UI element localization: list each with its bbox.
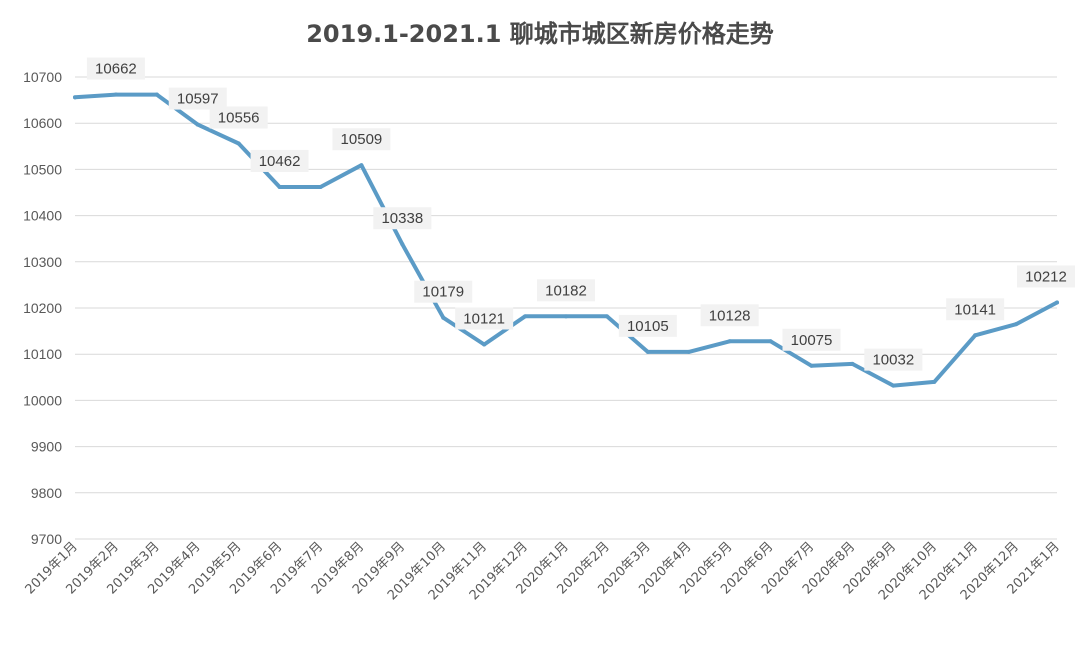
data-point	[932, 379, 937, 384]
data-label: 10075	[791, 332, 833, 349]
data-label-bg	[414, 280, 473, 303]
data-point	[768, 339, 773, 344]
data-label-bg	[782, 328, 841, 351]
data-label-bg	[373, 207, 432, 230]
data-point	[359, 163, 364, 168]
y-tick-label: 9700	[31, 531, 62, 547]
data-point	[523, 314, 528, 319]
data-point	[645, 349, 650, 354]
data-point	[154, 92, 159, 97]
data-label-bg	[168, 87, 227, 110]
y-tick-label: 10700	[23, 69, 62, 85]
y-tick-label: 10000	[23, 392, 62, 408]
data-label-bg	[209, 106, 268, 129]
y-tick-label: 10600	[23, 115, 62, 131]
data-label-bg	[537, 279, 595, 302]
data-label: 10462	[259, 153, 301, 170]
data-label-bg	[1017, 265, 1075, 288]
y-tick-label: 9800	[31, 485, 62, 501]
y-tick-label: 9900	[31, 439, 62, 455]
y-tick-label: 10400	[23, 208, 62, 224]
data-point	[1055, 300, 1059, 305]
data-point	[73, 95, 77, 100]
y-tick-label: 10200	[23, 300, 62, 316]
data-point	[482, 342, 487, 347]
data-label-bg	[864, 348, 923, 371]
data-label-bg	[455, 307, 514, 330]
y-tick-label: 10500	[23, 161, 62, 177]
data-label: 10105	[627, 318, 669, 335]
data-label: 10597	[177, 91, 219, 108]
data-label: 10179	[422, 284, 464, 301]
data-label: 10509	[341, 131, 383, 148]
data-label: 10121	[463, 310, 505, 327]
data-label: 10662	[95, 61, 137, 78]
data-point	[686, 349, 691, 354]
y-tick-label: 10300	[23, 254, 62, 270]
data-label-bg	[86, 57, 145, 80]
data-label: 10338	[381, 210, 423, 227]
data-point	[809, 363, 814, 368]
data-point	[441, 315, 446, 320]
data-point	[236, 141, 241, 146]
data-point	[318, 184, 323, 189]
data-label: 10128	[709, 307, 751, 324]
data-point	[850, 361, 855, 366]
data-point	[400, 242, 405, 247]
data-point	[195, 122, 200, 127]
data-point	[564, 314, 568, 319]
data-label: 10212	[1025, 268, 1067, 285]
data-label: 10182	[545, 282, 587, 299]
data-label-bg	[250, 149, 309, 172]
data-label-bg	[700, 304, 759, 327]
data-label-bg	[946, 298, 1005, 321]
chart-title: 2019.1-2021.1 聊城市城区新房价格走势	[306, 20, 774, 48]
data-label: 10032	[872, 352, 914, 369]
data-label: 10141	[954, 301, 996, 318]
data-point	[891, 383, 896, 388]
series-line	[73, 92, 1059, 388]
data-point	[277, 184, 282, 189]
data-label: 10556	[218, 110, 260, 127]
data-point	[113, 92, 118, 97]
data-label-bg	[332, 128, 391, 151]
data-label-bg	[618, 314, 677, 337]
data-point	[727, 339, 732, 344]
data-point	[973, 333, 978, 338]
data-point	[604, 314, 609, 319]
data-point	[1014, 322, 1019, 327]
y-tick-label: 10100	[23, 346, 62, 362]
